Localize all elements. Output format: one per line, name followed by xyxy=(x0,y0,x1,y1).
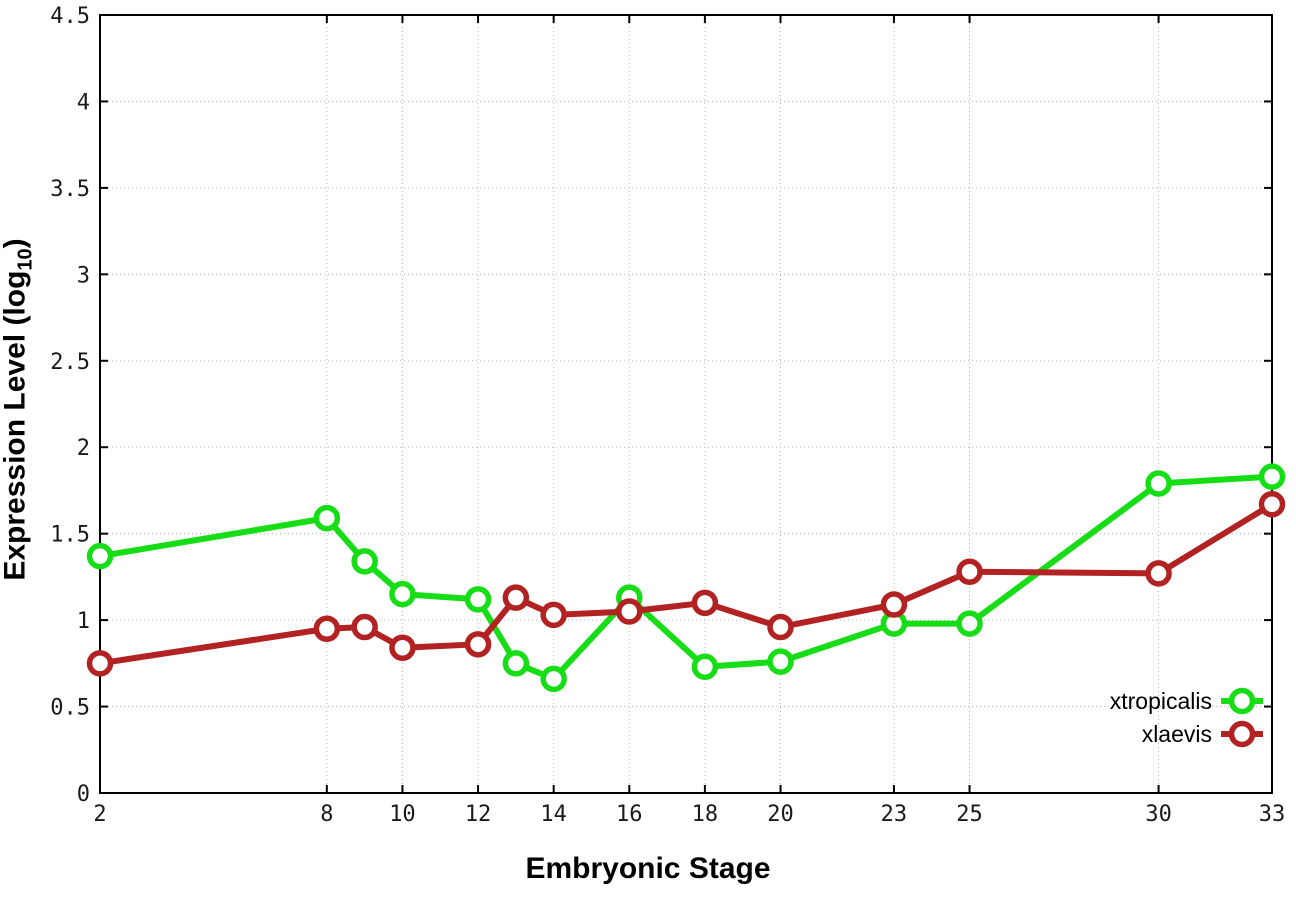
y-tick-label: 2.5 xyxy=(50,350,90,375)
x-tick-label: 23 xyxy=(881,802,908,827)
y-tick-label: 1.5 xyxy=(50,523,90,548)
data-point-xlaevis xyxy=(880,591,908,618)
y-tick-label: 3 xyxy=(77,263,90,288)
x-tick-label: 12 xyxy=(465,802,492,827)
y-tick-label: 4.5 xyxy=(50,4,90,29)
data-point-xtropicalis xyxy=(956,610,983,637)
data-point-xtropicalis xyxy=(1145,470,1172,497)
y-tick-label: 3.5 xyxy=(50,177,90,202)
data-point-xlaevis xyxy=(502,584,530,611)
legend-label-xtropicalis: xtropicalis xyxy=(1110,688,1212,714)
x-tick-label: 18 xyxy=(692,802,719,827)
legend-sample-marker-xlaevis xyxy=(1228,720,1256,748)
data-point-xtropicalis xyxy=(351,548,378,575)
x-tick-label: 16 xyxy=(616,802,643,827)
data-point-xlaevis xyxy=(464,631,492,658)
data-point-xlaevis xyxy=(691,589,719,617)
x-tick-label: 8 xyxy=(320,802,333,827)
x-tick-label: 14 xyxy=(540,802,567,827)
y-axis-title-text: Expression Level (log xyxy=(0,270,32,581)
x-tick-label: 10 xyxy=(389,802,416,827)
data-point-xlaevis xyxy=(389,634,416,662)
data-point-xtropicalis xyxy=(86,542,114,570)
data-point-xtropicalis xyxy=(502,650,530,677)
data-point-xtropicalis xyxy=(313,504,341,532)
data-point-xlaevis xyxy=(86,650,114,677)
data-point-xlaevis xyxy=(351,613,378,641)
x-tick-label: 2 xyxy=(93,802,106,827)
data-point-xtropicalis xyxy=(389,580,416,608)
series-line-xtropicalis xyxy=(97,473,1275,682)
data-point-xtropicalis xyxy=(691,653,719,681)
y-tick-label: 4 xyxy=(77,90,90,115)
data-point-xtropicalis xyxy=(1258,463,1286,490)
data-point-xtropicalis xyxy=(540,665,567,693)
y-tick-label: 2 xyxy=(77,436,90,461)
y-axis-title-subscript: 10 xyxy=(14,248,37,271)
data-point-xtropicalis xyxy=(767,648,794,675)
legend-sample-marker-xtropicalis xyxy=(1228,687,1256,715)
plot-border xyxy=(99,14,1273,794)
data-point-xtropicalis xyxy=(464,586,492,613)
y-tick-label: 1 xyxy=(77,609,90,634)
legend-label-xlaevis: xlaevis xyxy=(1142,721,1212,747)
x-tick-label: 33 xyxy=(1259,802,1286,827)
data-point-xlaevis xyxy=(1145,560,1172,587)
data-point-xlaevis xyxy=(540,601,567,629)
x-tick-label: 20 xyxy=(767,802,794,827)
y-axis-title: Expression Level (log10) xyxy=(0,230,38,590)
y-tick-label: 0.5 xyxy=(50,696,90,721)
x-tick-label: 30 xyxy=(1145,802,1172,827)
data-point-xlaevis xyxy=(1258,491,1286,518)
data-point-xlaevis xyxy=(956,558,983,585)
y-axis-title-suffix: ) xyxy=(0,238,32,249)
data-point-xlaevis xyxy=(616,598,643,625)
x-axis-title: Embryonic Stage xyxy=(525,852,771,885)
data-point-xlaevis xyxy=(767,613,794,641)
y-tick-label: 0 xyxy=(77,782,90,807)
x-tick-label: 25 xyxy=(956,802,983,827)
data-point-xlaevis xyxy=(313,615,341,643)
